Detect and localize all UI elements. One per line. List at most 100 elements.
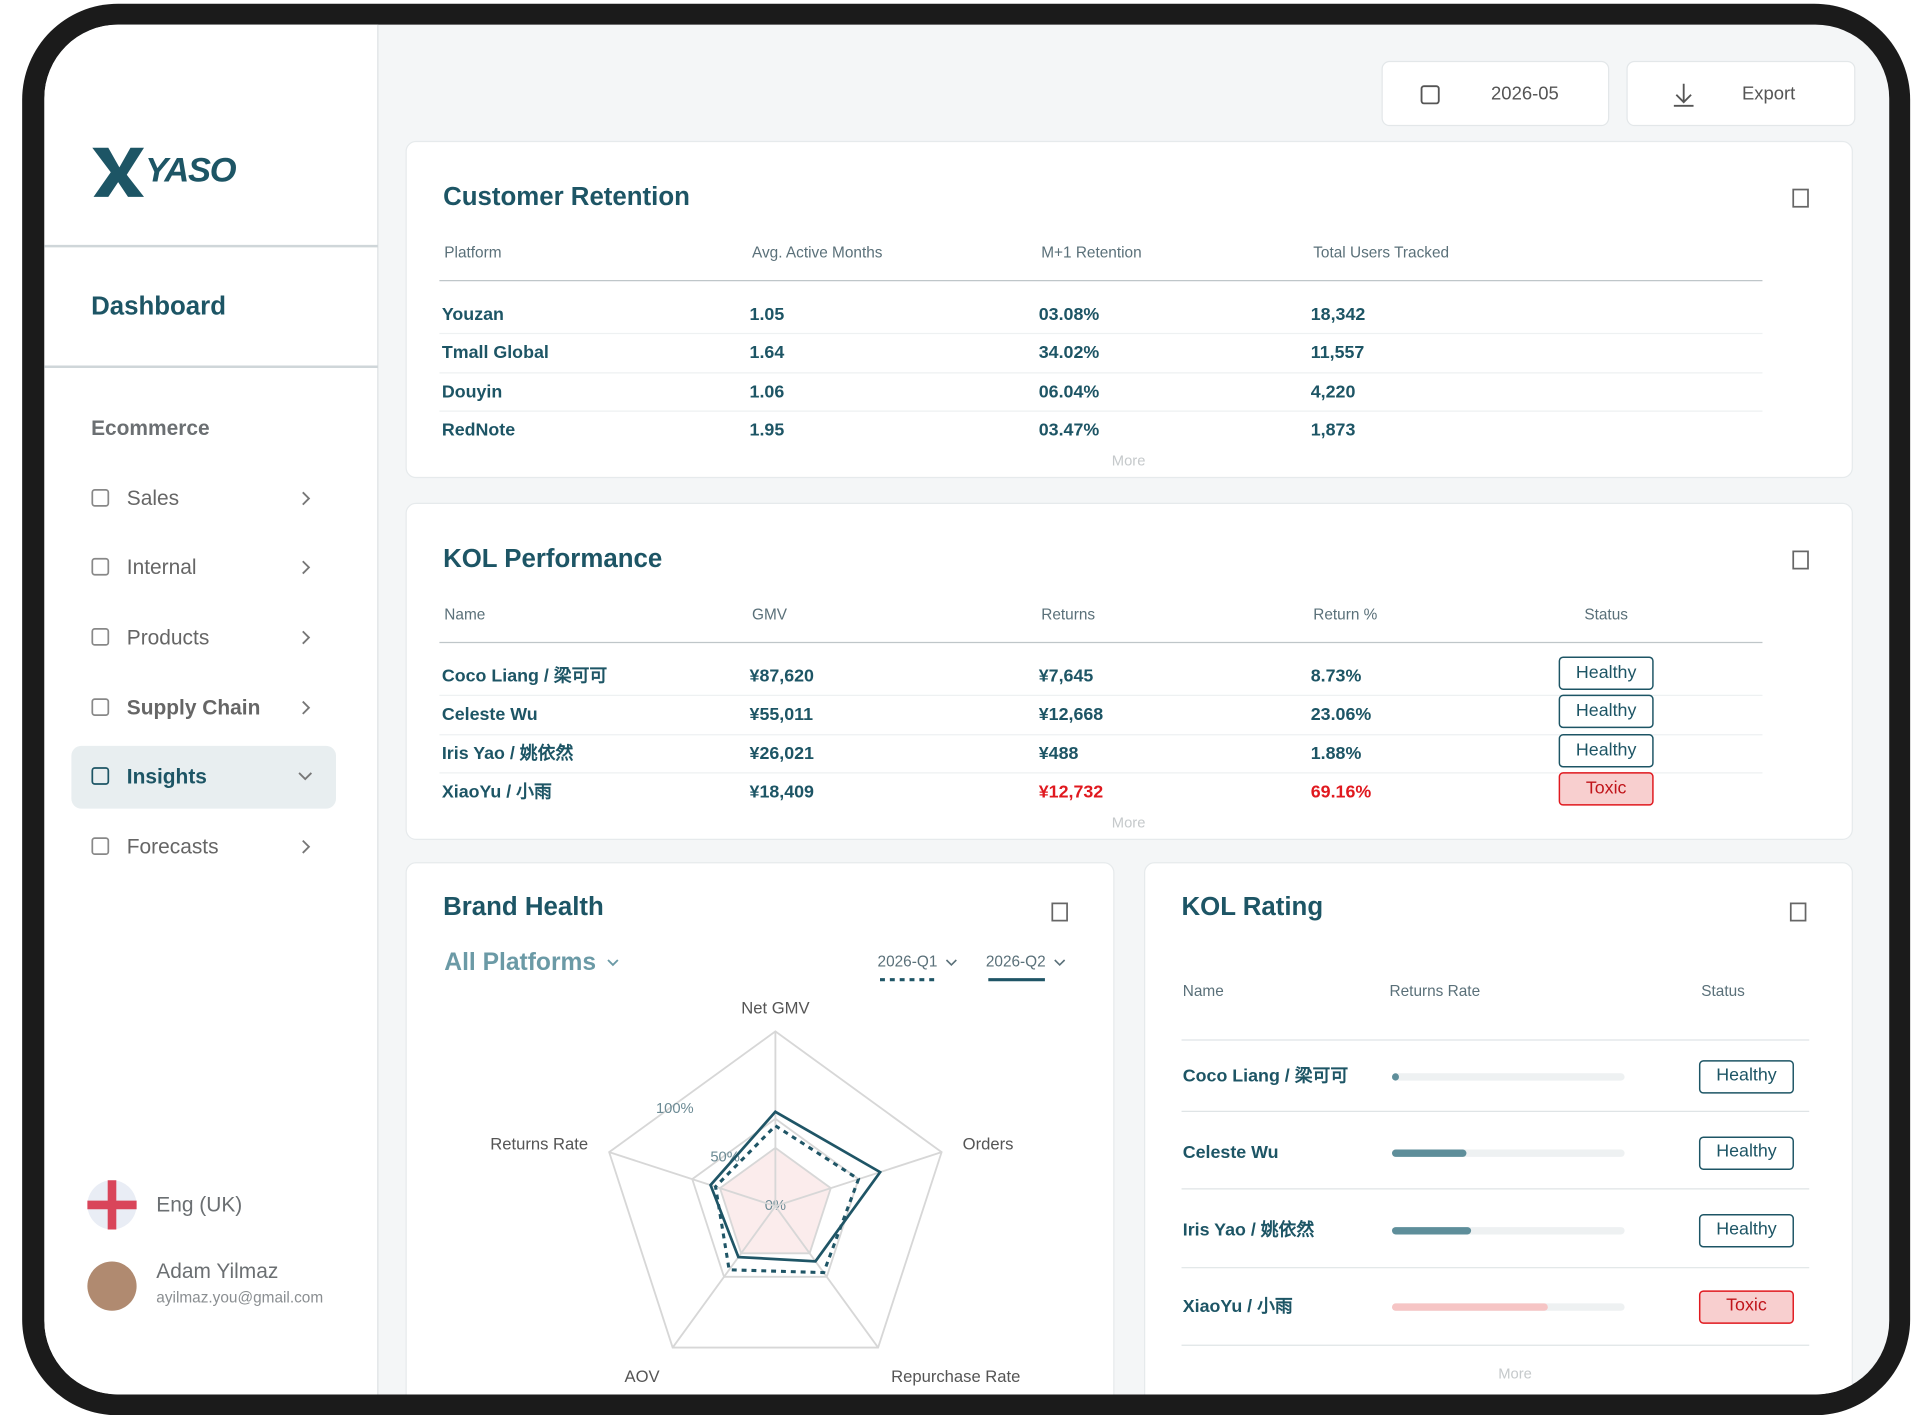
cell: ¥488 [1039, 743, 1079, 763]
status-label: Healthy [1576, 700, 1637, 720]
menu-item[interactable]: Insights [127, 765, 207, 788]
kol-name: Celeste Wu [1183, 1142, 1279, 1162]
chevron [302, 560, 311, 575]
copy-icon[interactable] [1792, 188, 1809, 208]
radar-spoke [608, 1151, 776, 1208]
cell: 03.08% [1039, 304, 1100, 324]
cell: Youzan [442, 304, 504, 324]
radar-series [709, 1110, 883, 1263]
returns-bar [1392, 1227, 1472, 1235]
cell: Celeste Wu [442, 704, 538, 724]
cell: ¥18,409 [750, 781, 815, 801]
logo-mark [92, 147, 145, 197]
returns-bar [1392, 1073, 1399, 1081]
legend-label[interactable]: 2026-Q1 [878, 954, 938, 971]
kol-name: Iris Yao / 姚依然 [1183, 1218, 1315, 1239]
menu-icon [91, 557, 110, 576]
menu-icon [91, 837, 110, 856]
chevron [302, 700, 311, 715]
chevron [302, 491, 311, 506]
card-title: KOL Rating [1182, 893, 1324, 921]
returns-bar [1392, 1303, 1548, 1311]
radar-spoke [671, 1205, 777, 1349]
column-header: Name [444, 606, 485, 623]
menu-item[interactable]: Supply Chain [127, 696, 261, 719]
status-badge [1558, 656, 1654, 690]
platform-filter[interactable]: All Platforms [444, 949, 596, 976]
user-email: ayilmaz.you@gmail.com [156, 1290, 323, 1307]
cell: 23.06% [1311, 704, 1372, 724]
language[interactable]: Eng (UK) [156, 1194, 242, 1217]
status-label: Healthy [1716, 1141, 1777, 1161]
card [1144, 862, 1853, 1395]
column-header: Status [1584, 606, 1628, 623]
status-label: Healthy [1716, 1064, 1777, 1084]
status-badge [1698, 1136, 1794, 1170]
radar-axis-label: Returns Rate [490, 1135, 588, 1154]
status-badge [1698, 1214, 1794, 1248]
chevron [607, 959, 619, 967]
card [405, 140, 1853, 479]
column-header: GMV [752, 606, 788, 623]
copy-icon[interactable] [1792, 550, 1809, 570]
card-title: Customer Retention [443, 183, 690, 211]
chevron [945, 959, 957, 967]
menu-item[interactable]: Forecasts [127, 836, 219, 859]
more-link[interactable]: More [1112, 815, 1146, 831]
cell: ¥7,645 [1039, 666, 1094, 686]
active-item-bg [71, 745, 337, 809]
dashboard-title[interactable]: Dashboard [91, 293, 226, 321]
avatar[interactable] [87, 1261, 137, 1311]
download-icon [1673, 83, 1694, 107]
cell: ¥26,021 [750, 743, 815, 763]
column-header: Returns Rate [1390, 983, 1481, 1000]
cell: ¥12,732 [1039, 781, 1104, 801]
cell: ¥12,668 [1039, 704, 1104, 724]
cell: Coco Liang / 梁可可 [442, 665, 608, 686]
section-label: Ecommerce [91, 417, 210, 440]
logo: YASO [145, 151, 237, 189]
date-value[interactable]: 2026-05 [1491, 83, 1559, 104]
radar-axis-label: Net GMV [741, 999, 809, 1018]
status-label: Healthy [1576, 662, 1637, 682]
copy-icon[interactable] [1051, 902, 1068, 922]
cell: 1.05 [750, 304, 785, 324]
export-label[interactable]: Export [1742, 83, 1795, 104]
cell: 69.16% [1311, 781, 1372, 801]
radar-axis-label: Repurchase Rate [891, 1367, 1020, 1386]
status-label: Healthy [1576, 739, 1637, 759]
cell: ¥87,620 [750, 666, 815, 686]
status-badge [1558, 772, 1654, 806]
copy-icon[interactable] [1789, 902, 1807, 922]
kol-name: XiaoYu / 小雨 [1183, 1296, 1293, 1316]
cell: XiaoYu / 小雨 [442, 781, 552, 801]
column-header: Return % [1313, 606, 1377, 623]
chevron [302, 839, 311, 854]
menu-item[interactable]: Sales [127, 487, 179, 510]
column-header: Status [1701, 983, 1745, 1000]
cell: 1,873 [1311, 419, 1356, 439]
sidebar [44, 24, 378, 1395]
more-link[interactable]: More [1112, 453, 1146, 469]
cell: ¥55,011 [750, 704, 814, 724]
date-picker[interactable] [1381, 60, 1610, 127]
menu-icon [91, 698, 110, 716]
legend-label[interactable]: 2026-Q2 [986, 954, 1046, 971]
column-header: Name [1183, 983, 1224, 1000]
export-button[interactable] [1626, 60, 1856, 127]
cell: 8.73% [1311, 666, 1362, 686]
cell: 1.06 [750, 381, 785, 401]
radar-spoke [774, 1205, 879, 1349]
menu-item[interactable]: Internal [127, 556, 197, 579]
chevron [298, 772, 313, 781]
cell: 06.04% [1039, 381, 1100, 401]
cell: Douyin [442, 381, 502, 401]
card [405, 502, 1853, 841]
more-link[interactable]: More [1498, 1367, 1532, 1383]
cell: 34.02% [1039, 342, 1100, 362]
cell: Iris Yao / 姚依然 [442, 742, 574, 763]
returns-bar [1392, 1149, 1467, 1157]
menu-item[interactable]: Products [127, 626, 210, 649]
status-badge [1698, 1060, 1794, 1094]
